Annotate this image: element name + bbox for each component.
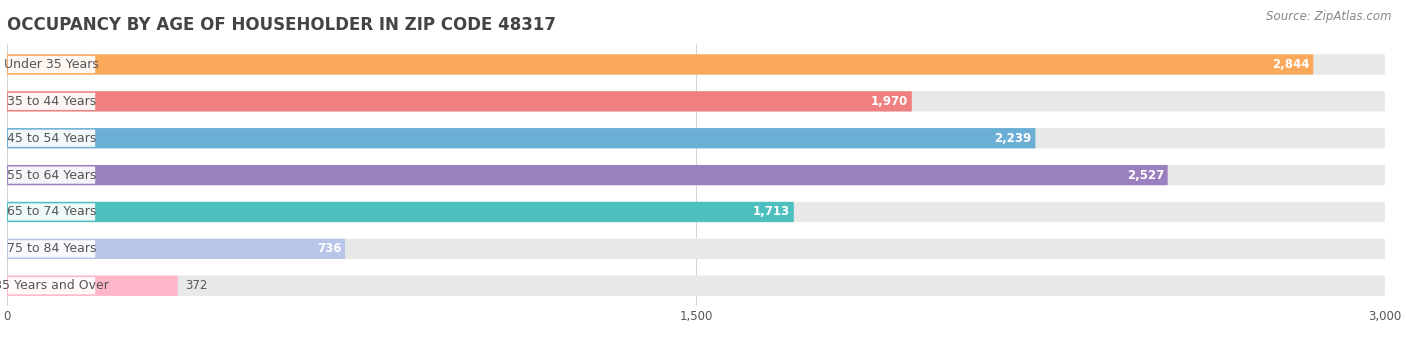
FancyBboxPatch shape bbox=[7, 202, 1385, 222]
FancyBboxPatch shape bbox=[7, 128, 1035, 148]
FancyBboxPatch shape bbox=[8, 167, 96, 184]
Text: 35 to 44 Years: 35 to 44 Years bbox=[7, 95, 96, 108]
FancyBboxPatch shape bbox=[7, 276, 1385, 296]
Text: 65 to 74 Years: 65 to 74 Years bbox=[7, 205, 96, 219]
Text: 85 Years and Over: 85 Years and Over bbox=[0, 279, 110, 292]
FancyBboxPatch shape bbox=[7, 91, 912, 112]
FancyBboxPatch shape bbox=[7, 54, 1385, 74]
FancyBboxPatch shape bbox=[7, 239, 1385, 259]
FancyBboxPatch shape bbox=[7, 202, 794, 222]
Text: 2,527: 2,527 bbox=[1126, 169, 1164, 182]
Text: OCCUPANCY BY AGE OF HOUSEHOLDER IN ZIP CODE 48317: OCCUPANCY BY AGE OF HOUSEHOLDER IN ZIP C… bbox=[7, 16, 555, 34]
Text: 372: 372 bbox=[184, 279, 207, 292]
FancyBboxPatch shape bbox=[7, 128, 1385, 148]
FancyBboxPatch shape bbox=[7, 165, 1385, 185]
Text: 2,239: 2,239 bbox=[994, 132, 1032, 145]
FancyBboxPatch shape bbox=[7, 276, 179, 296]
FancyBboxPatch shape bbox=[8, 203, 96, 221]
Text: 75 to 84 Years: 75 to 84 Years bbox=[7, 242, 97, 255]
FancyBboxPatch shape bbox=[7, 91, 1385, 112]
Text: 2,844: 2,844 bbox=[1272, 58, 1309, 71]
FancyBboxPatch shape bbox=[8, 277, 96, 294]
Text: Source: ZipAtlas.com: Source: ZipAtlas.com bbox=[1267, 10, 1392, 23]
FancyBboxPatch shape bbox=[8, 56, 96, 73]
FancyBboxPatch shape bbox=[7, 239, 344, 259]
Text: Under 35 Years: Under 35 Years bbox=[4, 58, 98, 71]
FancyBboxPatch shape bbox=[7, 165, 1167, 185]
FancyBboxPatch shape bbox=[7, 54, 1313, 74]
FancyBboxPatch shape bbox=[8, 130, 96, 147]
FancyBboxPatch shape bbox=[8, 93, 96, 110]
Text: 1,970: 1,970 bbox=[870, 95, 908, 108]
Text: 45 to 54 Years: 45 to 54 Years bbox=[7, 132, 96, 145]
FancyBboxPatch shape bbox=[8, 240, 96, 257]
Text: 1,713: 1,713 bbox=[754, 205, 790, 219]
Text: 736: 736 bbox=[316, 242, 342, 255]
Text: 55 to 64 Years: 55 to 64 Years bbox=[7, 169, 96, 182]
